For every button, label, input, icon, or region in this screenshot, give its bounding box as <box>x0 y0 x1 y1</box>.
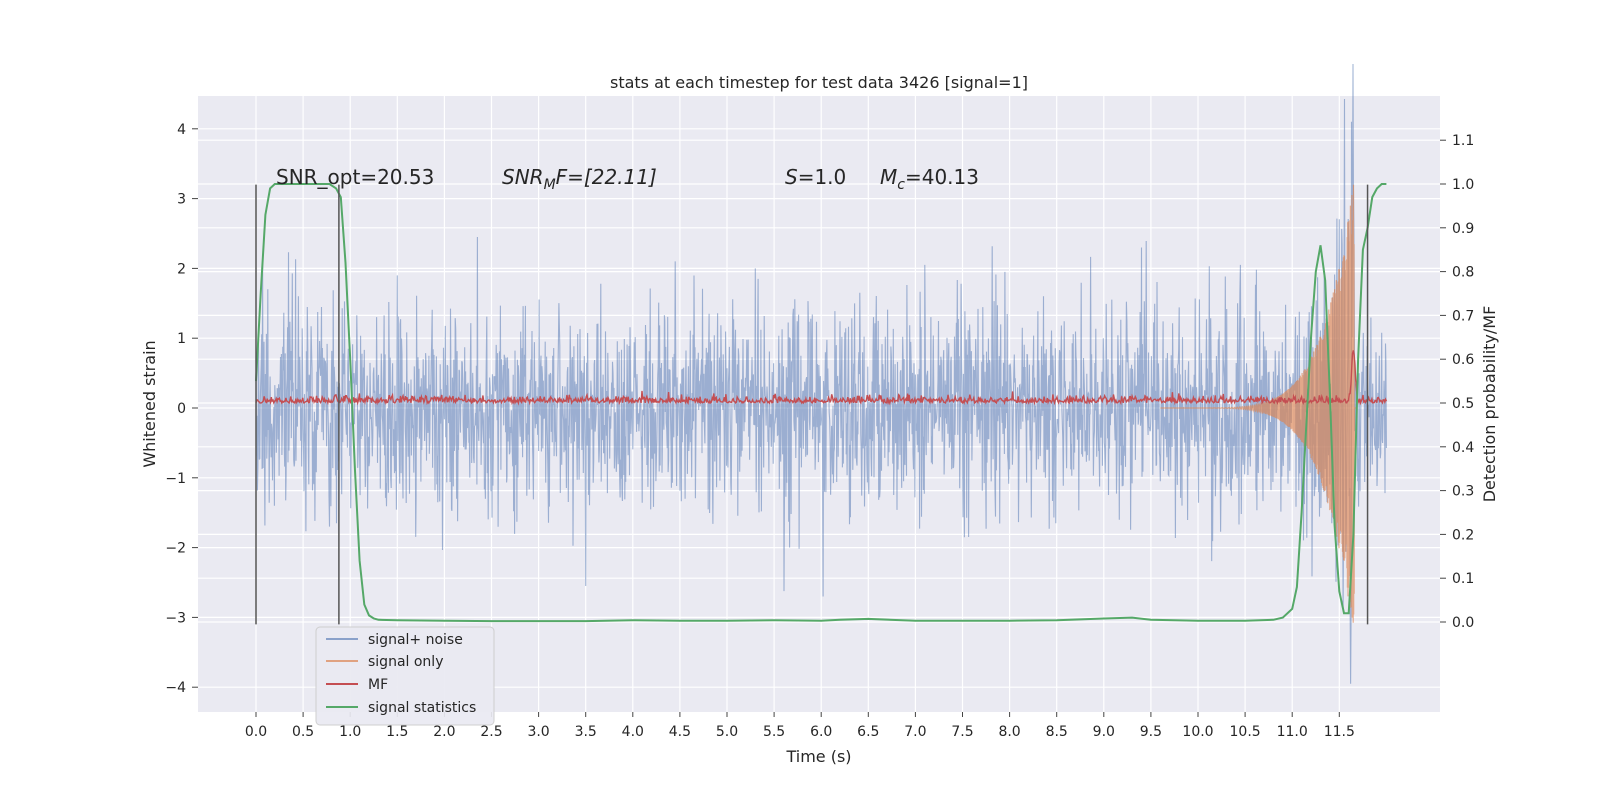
series-layer <box>255 63 1388 684</box>
annotation-s-symbol: S <box>785 165 798 189</box>
x-tick-label: 10.0 <box>1182 724 1213 740</box>
y2-tick-label: 0.2 <box>1452 527 1474 543</box>
x-tick-label: 4.0 <box>622 724 644 740</box>
y-tick-label: −3 <box>165 610 186 626</box>
annotation-mc: Mc=40.13 <box>880 165 979 193</box>
legend-label-signal-noise: signal+ noise <box>368 632 463 648</box>
y2-tick-label: 0.6 <box>1452 352 1474 368</box>
annotation-snr-mf: SNRMF=[22.11] <box>502 165 657 193</box>
annotation-s: S=1.0 <box>785 165 846 189</box>
annotation-snr-mf-sub: M <box>544 177 556 193</box>
x-tick-label: 3.0 <box>527 724 549 740</box>
y2-tick-label: 0.4 <box>1452 440 1474 456</box>
x-tick-label: 7.0 <box>904 724 926 740</box>
x-tick-label: 8.0 <box>998 724 1020 740</box>
y2-tick-label: 0.1 <box>1452 571 1474 587</box>
x-tick-label: 11.0 <box>1277 724 1308 740</box>
y2-tick-label: 0.7 <box>1452 308 1474 324</box>
y2-axis-label: Detection probability/MF <box>1480 306 1499 503</box>
legend-label-mf: MF <box>368 677 388 693</box>
x-tick-label: 2.5 <box>480 724 502 740</box>
x-tick-label: 9.5 <box>1140 724 1162 740</box>
y-axis-label: Whitened strain <box>140 340 159 467</box>
series-line-signal-noise <box>255 63 1387 684</box>
y2-tick-label: 0.3 <box>1452 484 1474 500</box>
annotation-snr-mf-rest: F=[22.11] <box>556 165 657 189</box>
x-tick-label: 7.5 <box>951 724 973 740</box>
y2-tick-label: 0.0 <box>1452 615 1474 631</box>
x-tick-label: 10.5 <box>1230 724 1261 740</box>
y2-tick-label: 0.8 <box>1452 265 1474 281</box>
x-tick-label: 6.5 <box>857 724 879 740</box>
y-axis-ticks: −4 −3 −2 −1 0 1 2 3 4 <box>165 122 198 696</box>
y2-tick-label: 0.9 <box>1452 221 1474 237</box>
x-tick-label: 0.5 <box>292 724 314 740</box>
x-axis-ticks: 0.0 0.5 1.0 1.5 2.0 2.5 3.0 3.5 4.0 4.5 5.0 5.5 6.0 6… <box>245 712 1355 740</box>
x-tick-label: 0.0 <box>245 724 267 740</box>
annotation-mc-sub: c <box>897 177 905 193</box>
vertical-markers <box>255 184 1369 625</box>
y2-axis-ticks: 0.0 0.1 0.2 0.3 0.4 0.5 0.6 0.7 0.8 0.9 1.0 1.1 <box>1440 133 1474 631</box>
x-tick-label: 1.5 <box>386 724 408 740</box>
y2-tick-label: 0.5 <box>1452 396 1474 412</box>
y-tick-label: −1 <box>165 471 186 487</box>
chart-title: stats at each timestep for test data 342… <box>610 73 1028 92</box>
legend-box <box>315 626 495 726</box>
y-tick-label: −4 <box>165 680 186 696</box>
series-line-mf <box>255 350 1388 406</box>
x-tick-label: 8.5 <box>1046 724 1068 740</box>
legend: signal+ noise signal only MF signal stat… <box>315 626 495 726</box>
y-tick-label: −2 <box>165 541 186 557</box>
x-tick-label: 6.0 <box>810 724 832 740</box>
y-tick-label: 4 <box>177 122 186 138</box>
legend-label-signal-only: signal only <box>368 654 443 670</box>
annotation-mc-base: M <box>880 165 897 189</box>
annotation-snr-mf-base: SNR <box>502 165 544 189</box>
annotation-snr-opt: SNR_opt=20.53 <box>276 165 434 189</box>
y2-tick-label: 1.1 <box>1452 133 1474 149</box>
y-tick-label: 2 <box>177 261 186 277</box>
x-tick-label: 5.5 <box>763 724 785 740</box>
x-axis-label: Time (s) <box>785 747 851 766</box>
x-tick-label: 1.0 <box>339 724 361 740</box>
x-tick-label: 5.0 <box>716 724 738 740</box>
legend-label-signal-statistics: signal statistics <box>368 700 476 716</box>
series-line-signal-statistics <box>255 183 1387 623</box>
y-tick-label: 0 <box>177 401 186 417</box>
series-line-signal-only <box>1160 184 1357 623</box>
x-tick-label: 4.5 <box>669 724 691 740</box>
y-tick-label: 3 <box>177 192 186 208</box>
annotation-mc-value: =40.13 <box>905 165 979 189</box>
x-tick-label: 3.5 <box>575 724 597 740</box>
x-tick-label: 9.0 <box>1093 724 1115 740</box>
x-tick-label: 2.0 <box>433 724 455 740</box>
annotation-s-value: =1.0 <box>798 165 847 189</box>
y2-tick-label: 1.0 <box>1452 177 1474 193</box>
x-tick-label: 11.5 <box>1324 724 1355 740</box>
y-tick-label: 1 <box>177 331 186 347</box>
